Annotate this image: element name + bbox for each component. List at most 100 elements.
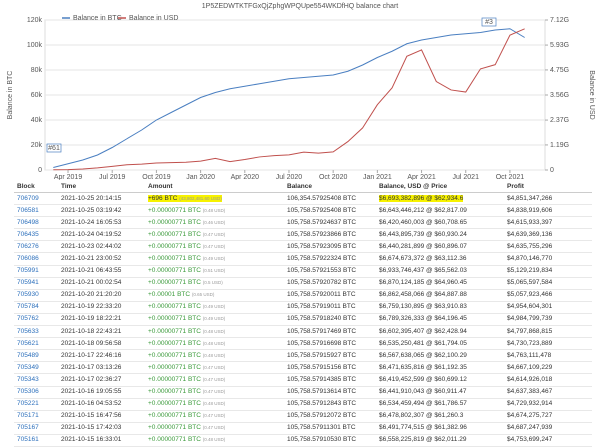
balance-usd: $6,471,635,816 @ $61,192.35 bbox=[379, 363, 467, 371]
block-link[interactable]: 705930 bbox=[17, 291, 39, 299]
balance-cell: 105,758.57916698 BTC bbox=[284, 337, 376, 351]
block-cell[interactable]: 705930 bbox=[14, 289, 58, 302]
block-link[interactable]: 706581 bbox=[17, 206, 39, 214]
table-row: 705784 2021-10-19 22:33:20 +0.00000771 BTC… bbox=[14, 301, 592, 314]
y2-tick-label: 1.19G bbox=[550, 142, 569, 149]
profit-cell: $4,730,723,889 bbox=[504, 337, 592, 351]
balance-usd-cell: $6,933,746,437 @ $65,562.03 bbox=[376, 265, 504, 278]
block-link[interactable]: 706086 bbox=[17, 255, 39, 263]
balance-cell: 105,758.57924637 BTC bbox=[284, 216, 376, 230]
block-link[interactable]: 706435 bbox=[17, 230, 39, 238]
block-link[interactable]: 706498 bbox=[17, 218, 39, 226]
block-cell[interactable]: 705349 bbox=[14, 361, 58, 375]
block-cell[interactable]: 705621 bbox=[14, 337, 58, 351]
time: 2021-10-23 02:44:02 bbox=[61, 242, 122, 250]
block-link[interactable]: 706709 bbox=[17, 194, 39, 202]
balance: 105,758.57923866 BTC bbox=[287, 230, 357, 238]
block-cell[interactable]: 706435 bbox=[14, 228, 58, 242]
x-tick-label: Jul 2019 bbox=[99, 174, 126, 180]
table-row: 706276 2021-10-23 02:44:02 +0.00000771 BTC… bbox=[14, 240, 592, 254]
block-link[interactable]: 705171 bbox=[17, 412, 39, 420]
block-link[interactable]: 706276 bbox=[17, 242, 39, 250]
amount-cell: +696 BTC (43,802,481.60 USD) bbox=[145, 192, 284, 206]
balance-cell: 105,758.57915927 BTC bbox=[284, 349, 376, 363]
time-cell: 2021-10-18 22:43:21 bbox=[58, 325, 145, 339]
amount-usd: (0.47 USD) bbox=[202, 389, 226, 395]
block-cell[interactable]: 705784 bbox=[14, 301, 58, 314]
time-cell: 2021-10-19 18:22:21 bbox=[58, 313, 145, 327]
table-row: 705171 2021-10-15 16:47:56 +0.00000771 BTC… bbox=[14, 410, 592, 423]
amount: +0.00000771 BTC bbox=[148, 351, 201, 359]
balance-usd-cell: $6,478,802,307 @ $61,260.3 bbox=[376, 410, 504, 423]
balance-usd-cell: $6,443,895,739 @ $60,930.24 bbox=[376, 228, 504, 242]
block-link[interactable]: 705784 bbox=[17, 303, 39, 311]
amount-wrap: +696 BTC (43,802,481.60 USD) bbox=[148, 194, 222, 202]
balance-cell: 105,758.57915156 BTC bbox=[284, 361, 376, 375]
balance-cell: 105,758.57920782 BTC bbox=[284, 277, 376, 290]
block-link[interactable]: 705306 bbox=[17, 388, 39, 396]
amount-wrap: +0.00000771 BTC (0.5 USD) bbox=[148, 279, 223, 286]
block-link[interactable]: 705941 bbox=[17, 279, 39, 287]
block-cell[interactable]: 706498 bbox=[14, 216, 58, 230]
amount-cell: +0.00001 BTC (0.65 USD) bbox=[145, 289, 284, 302]
block-link[interactable]: 705633 bbox=[17, 327, 39, 335]
block-cell[interactable]: 706086 bbox=[14, 252, 58, 266]
block-cell[interactable]: 705171 bbox=[14, 410, 58, 423]
amount: +0.00000771 BTC bbox=[148, 230, 201, 238]
profit: $4,753,699,247 bbox=[507, 436, 553, 444]
block-cell[interactable]: 705221 bbox=[14, 398, 58, 411]
table-row: 705167 2021-10-15 17:42:03 +0.00000771 BTC… bbox=[14, 422, 592, 435]
annotation-flag bbox=[46, 143, 62, 153]
amount-usd: (0.46 USD) bbox=[202, 219, 226, 225]
profit-cell: $4,729,932,914 bbox=[504, 398, 592, 411]
balance-usd-cell: $6,535,250,481 @ $61,794.05 bbox=[376, 337, 504, 351]
balance-usd: $6,789,326,333 @ $64,196.45 bbox=[379, 315, 467, 323]
block-link[interactable]: 705349 bbox=[17, 363, 39, 371]
amount: +696 BTC bbox=[148, 194, 178, 202]
block-link[interactable]: 705991 bbox=[17, 267, 39, 275]
balance-usd: $6,759,130,895 @ $63,910.83 bbox=[379, 303, 467, 311]
block-link[interactable]: 705762 bbox=[17, 315, 39, 323]
profit-cell: $4,753,699,247 bbox=[504, 434, 592, 447]
y2-tick-label: 0 bbox=[550, 167, 554, 174]
block-cell[interactable]: 706581 bbox=[14, 204, 58, 218]
amount-wrap: +0.00000771 BTC (0.48 USD) bbox=[148, 400, 225, 407]
time: 2021-10-21 00:02:54 bbox=[61, 279, 122, 287]
profit-cell: $4,635,755,296 bbox=[504, 240, 592, 254]
block-cell[interactable]: 705941 bbox=[14, 277, 58, 290]
block-cell[interactable]: 705762 bbox=[14, 313, 58, 327]
block-cell[interactable]: 705306 bbox=[14, 386, 58, 399]
x-tick-label: Jul 2020 bbox=[276, 174, 303, 180]
time: 2021-10-17 02:36:27 bbox=[61, 375, 122, 383]
block-link[interactable]: 705621 bbox=[17, 339, 39, 347]
time-cell: 2021-10-15 17:42:03 bbox=[58, 422, 145, 435]
balance: 105,758.57916698 BTC bbox=[287, 339, 357, 347]
balance-cell: 105,758.57913614 BTC bbox=[284, 386, 376, 399]
block-link[interactable]: 705343 bbox=[17, 375, 39, 383]
x-tick-label: Oct 2019 bbox=[142, 174, 171, 180]
profit: $5,057,923,466 bbox=[507, 291, 553, 299]
time-cell: 2021-10-23 02:44:02 bbox=[58, 240, 145, 254]
table-row: 706435 2021-10-24 04:19:52 +0.00000771 BTC… bbox=[14, 228, 592, 242]
block-cell[interactable]: 705161 bbox=[14, 434, 58, 447]
block-cell[interactable]: 706709 bbox=[14, 192, 58, 206]
block-link[interactable]: 705489 bbox=[17, 351, 39, 359]
balance-usd: $6,643,446,212 @ $62,817.09 bbox=[379, 206, 467, 214]
table-row: 705489 2021-10-17 22:46:16 +0.00000771 BTC… bbox=[14, 349, 592, 363]
block-link[interactable]: 705161 bbox=[17, 436, 39, 444]
time: 2021-10-24 04:19:52 bbox=[61, 230, 122, 238]
block-cell[interactable]: 705489 bbox=[14, 349, 58, 363]
profit: $4,635,755,296 bbox=[507, 242, 553, 250]
block-cell[interactable]: 705633 bbox=[14, 325, 58, 339]
balance-cell: 105,758.57917469 BTC bbox=[284, 325, 376, 339]
block-cell[interactable]: 705991 bbox=[14, 265, 58, 278]
block-cell[interactable]: 705167 bbox=[14, 422, 58, 435]
block-cell[interactable]: 705343 bbox=[14, 373, 58, 387]
amount-wrap: +0.00000771 BTC (0.49 USD) bbox=[148, 315, 225, 322]
block-link[interactable]: 705167 bbox=[17, 424, 39, 432]
time: 2021-10-17 03:13:26 bbox=[61, 363, 122, 371]
block-link[interactable]: 705221 bbox=[17, 400, 39, 408]
block-cell[interactable]: 706276 bbox=[14, 240, 58, 254]
amount-cell: +0.00000771 BTC (0.48 USD) bbox=[145, 204, 284, 218]
amount-cell: +0.00000771 BTC (0.47 USD) bbox=[145, 373, 284, 387]
